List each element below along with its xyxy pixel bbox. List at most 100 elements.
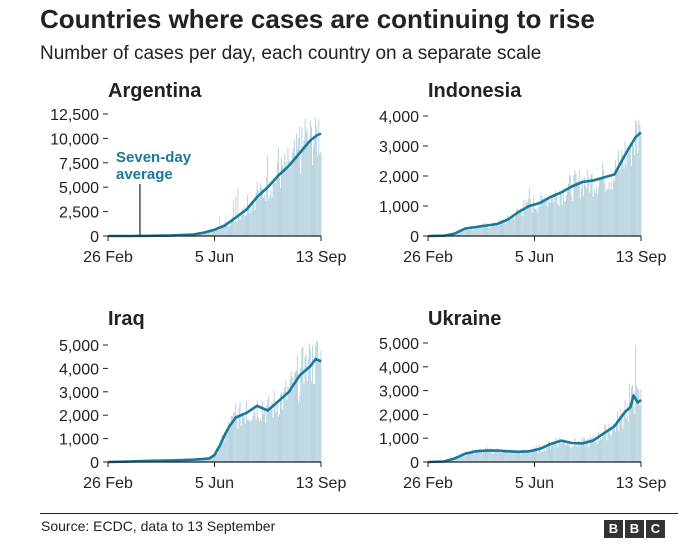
x-tick-label: 13 Sep — [296, 249, 347, 266]
daily-bar — [609, 434, 611, 462]
daily-bar — [291, 152, 293, 236]
daily-bar — [579, 445, 581, 462]
daily-bar — [549, 441, 550, 462]
daily-bar — [199, 459, 200, 462]
daily-bar — [529, 453, 531, 462]
daily-bar — [638, 120, 640, 236]
daily-bar — [289, 168, 291, 236]
daily-bar — [201, 233, 203, 236]
daily-bar — [587, 170, 589, 236]
daily-bar — [288, 160, 290, 236]
daily-bar — [519, 451, 520, 462]
daily-bar — [232, 216, 234, 236]
y-tick-label: 5,000 — [379, 336, 419, 353]
daily-bar — [550, 448, 551, 462]
daily-bar — [296, 370, 297, 462]
daily-bar — [460, 230, 462, 236]
daily-bar — [626, 145, 628, 236]
daily-bar — [474, 453, 476, 462]
daily-bar — [236, 414, 238, 462]
daily-bar — [536, 446, 538, 462]
daily-bar — [600, 437, 601, 462]
daily-bar — [486, 223, 487, 236]
daily-bar — [505, 223, 507, 236]
daily-bar — [575, 173, 577, 236]
daily-bar — [240, 215, 242, 236]
daily-bar — [613, 425, 615, 462]
daily-bar — [268, 395, 270, 462]
daily-bar — [267, 155, 269, 236]
daily-bar — [617, 167, 618, 236]
daily-bar — [557, 204, 559, 236]
daily-bar — [314, 139, 316, 236]
daily-bar — [494, 225, 496, 236]
daily-bar — [308, 343, 310, 462]
daily-bar — [498, 219, 500, 236]
daily-bar — [506, 217, 508, 236]
daily-bar — [544, 450, 546, 462]
daily-bar — [502, 219, 503, 236]
daily-bar — [266, 177, 268, 236]
x-tick-label: 26 Feb — [403, 475, 453, 492]
daily-bar — [624, 400, 626, 462]
daily-bar — [290, 163, 292, 236]
daily-bar — [526, 450, 528, 462]
daily-bar — [544, 197, 546, 236]
daily-bar — [220, 225, 222, 236]
daily-bar — [635, 345, 637, 462]
daily-bar — [518, 450, 519, 462]
daily-bar — [508, 453, 510, 462]
daily-bar — [584, 177, 585, 236]
daily-bar — [237, 187, 239, 236]
daily-bar — [305, 353, 307, 462]
daily-bar — [298, 402, 300, 462]
daily-bar — [244, 216, 246, 236]
daily-bar — [278, 416, 279, 462]
daily-bar — [253, 408, 255, 462]
daily-bar — [608, 182, 610, 236]
daily-bar — [490, 227, 492, 236]
daily-bar — [621, 150, 623, 236]
daily-bar — [469, 452, 470, 462]
daily-bar — [253, 202, 255, 236]
daily-bar — [296, 133, 297, 236]
daily-bar — [634, 154, 636, 236]
daily-bar — [501, 453, 502, 462]
daily-bar — [244, 423, 246, 462]
daily-bar — [472, 229, 474, 236]
daily-bar — [493, 451, 495, 462]
daily-bar — [554, 442, 556, 462]
daily-bar — [554, 193, 556, 236]
daily-bar — [601, 439, 602, 462]
y-tick-label: 4,000 — [379, 109, 419, 126]
daily-bar — [486, 449, 487, 462]
daily-bar — [511, 449, 513, 462]
daily-bar — [307, 358, 309, 462]
daily-bar — [567, 190, 568, 236]
daily-bar — [459, 230, 461, 236]
daily-bar — [265, 422, 267, 462]
daily-bar — [276, 402, 278, 462]
daily-bar — [568, 445, 569, 462]
daily-bar — [241, 208, 243, 236]
daily-bar — [507, 450, 509, 462]
daily-bar — [505, 449, 507, 462]
daily-bar — [484, 452, 485, 462]
y-tick-label: 1,000 — [379, 431, 419, 448]
daily-bar — [493, 221, 495, 236]
daily-bar — [243, 206, 245, 236]
daily-bar — [227, 226, 229, 236]
daily-bar — [501, 219, 502, 236]
daily-bar — [473, 453, 475, 462]
daily-bar — [607, 432, 609, 462]
daily-bar — [263, 414, 264, 462]
daily-bar — [539, 445, 541, 462]
daily-bar — [606, 440, 608, 462]
daily-bar — [226, 226, 228, 236]
daily-bar — [304, 356, 306, 462]
daily-bar — [204, 232, 206, 236]
daily-bar — [535, 209, 536, 236]
daily-bar — [605, 191, 607, 236]
daily-bar — [585, 447, 587, 462]
daily-bar — [586, 439, 588, 462]
